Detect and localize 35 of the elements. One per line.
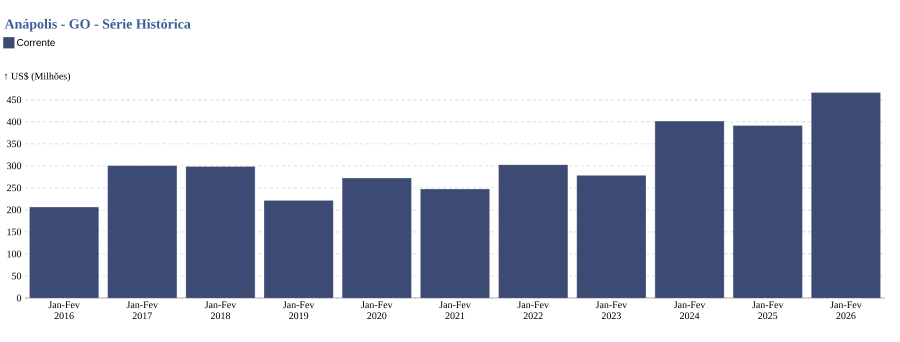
- bar: [342, 178, 412, 298]
- x-tick-label: Jan-Fev 2023: [596, 302, 628, 320]
- bar: [576, 175, 646, 298]
- y-tick-label: 0: [16, 294, 22, 302]
- y-tick-label: 250: [6, 184, 22, 192]
- y-axis-title: ↑ US$ (Milhões): [4, 72, 70, 82]
- bar: [108, 166, 177, 298]
- y-tick-label: 450: [6, 96, 22, 104]
- x-tick-label: Jan-Fev 2018: [204, 302, 236, 320]
- bar: [654, 121, 724, 298]
- bar: [420, 189, 490, 298]
- x-tick-label: Jan-Fev 2019: [283, 302, 314, 320]
- x-tick-label: Jan-Fev 2016: [48, 302, 80, 320]
- bar: [498, 164, 568, 298]
- x-tick-label: Jan-Fev 2022: [518, 302, 549, 320]
- y-tick-label: 100: [7, 250, 22, 258]
- y-tick-label: 300: [7, 162, 22, 170]
- y-tick-label: 150: [7, 228, 22, 236]
- y-tick-label: 350: [7, 140, 22, 148]
- x-tick-label: Jan-Fev 2024: [674, 302, 706, 320]
- bar: [733, 126, 802, 298]
- x-tick-label: Jan-Fev 2017: [126, 302, 158, 320]
- bar: [29, 207, 99, 298]
- x-tick-label: Jan-Fev 2020: [361, 302, 393, 320]
- y-tick-label: 400: [6, 118, 22, 126]
- text: Corrente: [17, 39, 55, 46]
- y-tick-label: 200: [6, 206, 22, 214]
- x-tick-label: Jan-Fev 2026: [830, 302, 862, 320]
- y-tick-label: 50: [12, 272, 22, 280]
- chart-title: Anápolis - GO - Série Histórica: [4, 18, 191, 32]
- bar: [811, 92, 881, 298]
- x-tick-label: Jan-Fev 2025: [752, 302, 784, 320]
- x-tick-label: Jan-Fev 2021: [439, 302, 471, 320]
- bar: [264, 200, 334, 298]
- bar: [186, 166, 256, 298]
